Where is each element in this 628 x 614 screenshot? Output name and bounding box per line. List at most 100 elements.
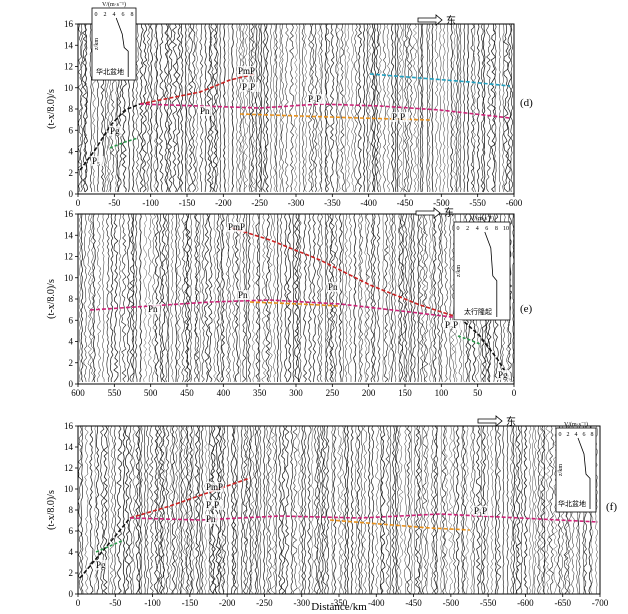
seismic-trace [543,425,546,595]
inset-frame [555,427,597,513]
x-tick-label: -400 [368,598,385,608]
deep-pick-line [239,113,431,121]
seismic-trace [412,23,418,193]
seismic-trace [155,23,159,193]
seismic-trace [312,213,317,383]
seismic-trace [394,213,397,383]
seismic-trace [344,213,348,383]
y-tick-label: 16 [64,421,74,431]
seismic-trace [213,213,217,383]
inset-region-label: 华北盆地 [96,67,124,76]
seismic-trace [404,425,407,595]
seismic-trace [507,213,513,383]
seismic-trace [113,425,117,595]
y-tick-label: 2 [69,358,74,368]
pmp-pick-line [129,477,251,519]
y-tick-label: 8 [69,505,74,515]
phase-label: P₄P [206,500,219,510]
seismic-trace [417,425,423,595]
seismic-trace [84,425,89,595]
x-tick-label: -400 [360,198,377,208]
seismic-trace [398,213,404,383]
seismic-trace [450,23,454,193]
seismic-trace [198,213,202,383]
seismic-trace [162,425,167,595]
seismic-trace [268,213,273,383]
seismic-trace [293,213,299,383]
seismic-trace [96,213,102,383]
seismic-trace [80,213,84,383]
seismic-trace [401,23,405,193]
panel-f-y-ticks: 16 14 12 10 8 6 4 2 0 [64,421,78,599]
seismic-trace [275,425,278,595]
phase-label: Pn [148,304,158,314]
seismic-trace [219,213,223,383]
x-tick-label: 250 [326,388,340,398]
seismic-trace [511,213,515,383]
seismic-trace [194,213,200,383]
seismic-trace [496,425,502,595]
seismic-trace [222,23,226,192]
inset-tick-label: 4 [476,226,479,232]
seismic-trace [257,425,259,595]
seismic-trace [146,23,151,193]
seismic-trace [455,425,460,595]
x-tick-label: 550 [108,388,122,398]
seismic-trace [440,425,443,595]
seismic-trace [470,23,475,193]
x-tick-label: -500 [433,198,450,208]
inset-axis-label: V/(m·s⁻¹) [102,1,126,8]
y-tick-label: 12 [64,62,73,72]
y-axis-label: (t-x/8.0)/s [46,490,57,530]
seismic-trace [362,24,366,193]
seismic-trace [180,425,184,595]
seismic-trace [346,425,350,595]
seismic-trace [227,213,231,383]
seismic-trace [128,213,135,383]
seismic-trace [175,425,179,595]
phase-label: PmP [238,66,255,76]
seismic-trace [324,23,328,193]
seismic-trace [394,23,397,193]
seismic-trace [292,425,298,595]
velocity-profile-line [577,437,591,509]
seismic-trace [325,213,330,383]
seismic-trace [463,23,466,192]
seismic-trace [420,425,423,595]
seismic-trace [406,425,412,595]
seismic-trace [92,213,96,383]
pg-pick-line [79,517,131,579]
seismic-trace [329,23,335,193]
seismic-trace [386,23,390,193]
inset-region-label: 华北盆地 [558,499,586,508]
panel-d-velocity-inset: 0 2 4 6 8 V/(m·s⁻¹) z/km 华北盆地 [91,1,137,81]
seismic-trace [236,425,239,595]
x-tick-label: 400 [217,388,231,398]
x-tick-label: -600 [517,598,534,608]
seismic-trace [254,425,258,595]
seismic-trace [394,425,397,595]
panel-f-y-axis-label: (t-x/8.0)/s [46,490,57,530]
seismic-trace [230,425,235,595]
seismic-trace [298,23,301,193]
phase-label: Pn [206,514,216,524]
seismic-trace [404,213,408,383]
direction-label: 东 [446,14,456,27]
seismic-trace [330,213,336,382]
deep-pick-line [249,301,341,307]
seismic-trace [356,425,361,594]
seismic-trace [280,23,284,192]
seismic-trace [87,213,92,383]
seismic-trace [77,425,83,595]
seismic-trace [128,425,133,594]
seismic-trace [302,213,308,383]
seismic-trace [460,425,464,595]
seismic-trace [121,213,127,383]
seismic-trace [510,425,514,595]
x-tick-label: -100 [144,598,161,608]
seismic-trace [427,23,431,193]
x-tick-label: 200 [362,388,376,398]
seismic-trace [135,425,140,595]
seismic-trace [132,214,135,383]
